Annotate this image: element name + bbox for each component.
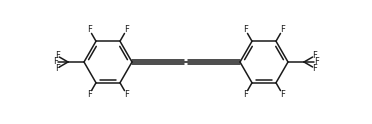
Text: F: F [124,90,129,99]
Text: F: F [243,90,248,99]
Text: F: F [314,58,319,66]
Text: F: F [280,90,285,99]
Text: F: F [55,51,60,60]
Text: F: F [124,25,129,34]
Text: F: F [243,25,248,34]
Text: F: F [87,90,92,99]
Text: F: F [312,51,317,60]
Text: F: F [280,25,285,34]
Text: F: F [312,64,317,73]
Text: F: F [87,25,92,34]
Text: F: F [55,64,60,73]
Text: F: F [53,58,58,66]
